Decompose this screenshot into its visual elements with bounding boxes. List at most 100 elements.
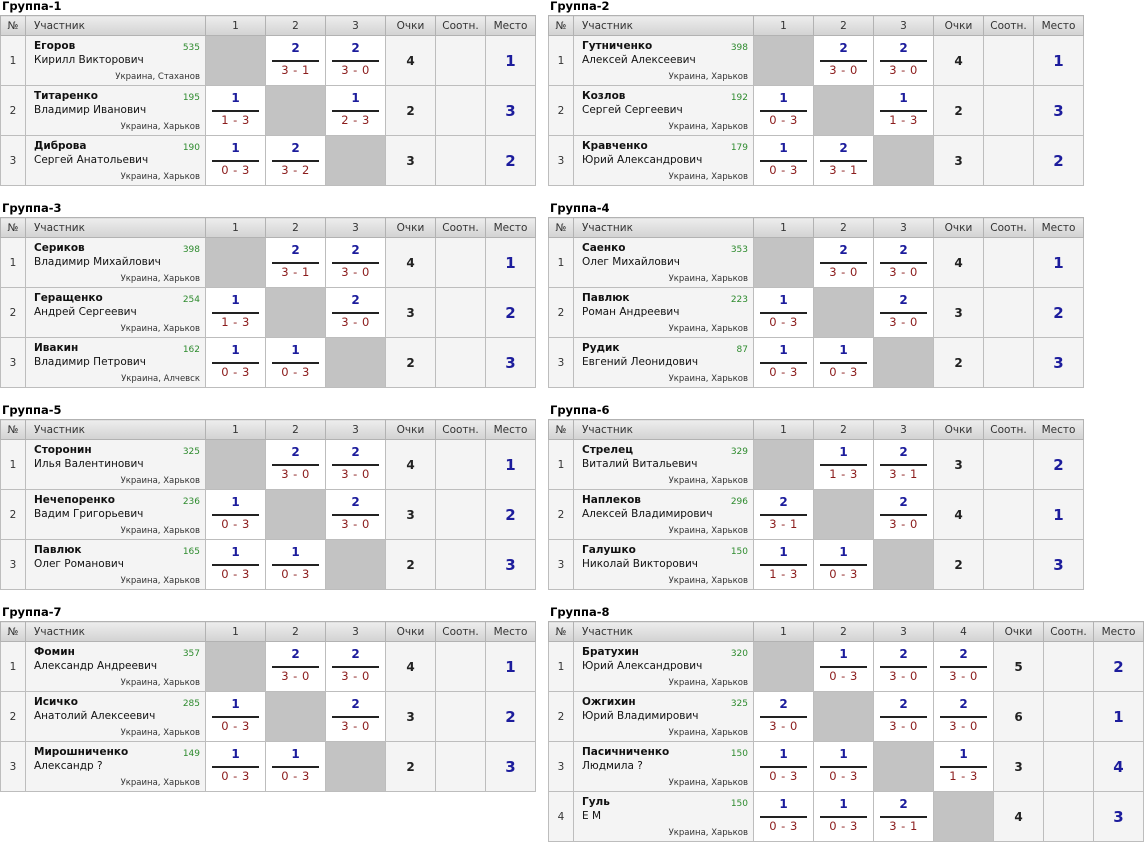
result-divider — [212, 362, 259, 364]
match-result-cell[interactable]: 1 0 - 3 — [205, 489, 266, 540]
player-row: 2 Наплеков 296 Алексей Владимирович Украина,… — [548, 489, 1084, 540]
player-surname[interactable]: Гутниченко — [582, 40, 653, 52]
player-surname[interactable]: Гуль — [582, 796, 610, 808]
match-result-cell[interactable]: 2 3 - 0 — [873, 35, 934, 86]
player-surname[interactable]: Галушко — [582, 544, 636, 556]
match-result-cell[interactable]: 1 0 - 3 — [265, 337, 326, 388]
player-surname[interactable]: Козлов — [582, 90, 626, 102]
match-result-cell[interactable]: 1 0 - 3 — [813, 741, 874, 792]
match-result-cell[interactable]: 2 3 - 1 — [873, 791, 934, 842]
player-surname[interactable]: Ивакин — [34, 342, 79, 354]
match-result-cell[interactable]: 2 3 - 0 — [813, 237, 874, 288]
match-result-cell[interactable]: 1 0 - 3 — [205, 135, 266, 186]
match-result-cell[interactable]: 2 3 - 0 — [325, 287, 386, 338]
match-result-cell[interactable]: 2 3 - 2 — [265, 135, 326, 186]
match-result-cell[interactable]: 1 0 - 3 — [753, 791, 814, 842]
match-result-cell[interactable]: 2 3 - 0 — [325, 691, 386, 742]
player-surname[interactable]: Братухин — [582, 646, 639, 658]
player-surname[interactable]: Павлюк — [582, 292, 630, 304]
header-points: Очки — [993, 621, 1044, 642]
match-result-cell[interactable]: 2 3 - 0 — [265, 439, 326, 490]
group-table: № Участник 1 2 3 Очки Соотн. Место 1 Саенко 353 Оле… — [548, 217, 1084, 388]
match-result-cell[interactable]: 2 3 - 1 — [265, 35, 326, 86]
match-score: 3 - 0 — [889, 517, 918, 531]
player-surname[interactable]: Кравченко — [582, 140, 648, 152]
player-surname[interactable]: Пасичниченко — [582, 746, 670, 758]
self-match-cell — [205, 439, 266, 490]
match-result-cell[interactable]: 1 2 - 3 — [325, 85, 386, 136]
header-opponent-2: 2 — [813, 419, 874, 440]
player-surname[interactable]: Диброва — [34, 140, 87, 152]
match-result-cell[interactable]: 2 3 - 1 — [813, 135, 874, 186]
match-result-cell[interactable]: 2 3 - 1 — [753, 489, 814, 540]
player-surname[interactable]: Рудик — [582, 342, 620, 354]
match-result-cell[interactable]: 1 0 - 3 — [265, 539, 326, 590]
player-surname[interactable]: Мирошниченко — [34, 746, 129, 758]
match-result-cell[interactable]: 2 3 - 0 — [873, 691, 934, 742]
match-result-cell[interactable]: 1 0 - 3 — [753, 741, 814, 792]
match-result-cell[interactable]: 1 0 - 3 — [753, 287, 814, 338]
player-surname[interactable]: Сериков — [34, 242, 85, 254]
match-result-cell[interactable]: 1 1 - 3 — [205, 85, 266, 136]
match-result-cell[interactable]: 1 0 - 3 — [205, 337, 266, 388]
match-result-cell[interactable]: 2 3 - 0 — [873, 641, 934, 692]
match-score: 3 - 1 — [769, 517, 798, 531]
player-surname[interactable]: Наплеков — [582, 494, 641, 506]
player-surname[interactable]: Геращенко — [34, 292, 103, 304]
match-score: 3 - 0 — [341, 517, 370, 531]
match-result-cell[interactable]: 1 1 - 3 — [205, 287, 266, 338]
match-result-cell[interactable]: 2 3 - 0 — [933, 691, 994, 742]
match-result-cell[interactable]: 2 3 - 0 — [325, 35, 386, 86]
match-result-cell[interactable]: 2 3 - 0 — [873, 237, 934, 288]
header-ratio: Соотн. — [435, 419, 486, 440]
player-points: 3 — [385, 691, 436, 742]
match-result-cell[interactable]: 2 3 - 1 — [265, 237, 326, 288]
player-points: 2 — [385, 539, 436, 590]
header-points: Очки — [933, 419, 984, 440]
player-ratio — [435, 135, 486, 186]
player-surname[interactable]: Титаренко — [34, 90, 98, 102]
match-result-cell[interactable]: 2 3 - 0 — [325, 439, 386, 490]
match-result-cell[interactable]: 2 3 - 1 — [873, 439, 934, 490]
match-points: 2 — [779, 495, 788, 509]
header-participant: Участник — [573, 15, 754, 36]
player-surname[interactable]: Саенко — [582, 242, 626, 254]
match-result-cell[interactable]: 1 1 - 3 — [933, 741, 994, 792]
match-points: 1 — [839, 445, 848, 459]
match-points: 1 — [779, 545, 788, 559]
match-result-cell[interactable]: 1 1 - 3 — [753, 539, 814, 590]
match-result-cell[interactable]: 1 0 - 3 — [813, 337, 874, 388]
match-result-cell[interactable]: 2 3 - 0 — [873, 489, 934, 540]
match-result-cell[interactable]: 1 0 - 3 — [265, 741, 326, 792]
player-surname[interactable]: Ожгихин — [582, 696, 636, 708]
player-surname[interactable]: Павлюк — [34, 544, 82, 556]
match-result-cell[interactable]: 2 3 - 0 — [813, 35, 874, 86]
match-result-cell[interactable]: 1 0 - 3 — [753, 337, 814, 388]
match-result-cell[interactable]: 1 0 - 3 — [205, 741, 266, 792]
match-result-cell[interactable]: 1 1 - 3 — [813, 439, 874, 490]
match-result-cell[interactable]: 1 0 - 3 — [813, 539, 874, 590]
player-surname[interactable]: Егоров — [34, 40, 76, 52]
match-result-cell[interactable]: 2 3 - 0 — [325, 237, 386, 288]
match-result-cell[interactable]: 1 0 - 3 — [813, 641, 874, 692]
match-result-cell[interactable]: 1 0 - 3 — [753, 85, 814, 136]
player-surname[interactable]: Фомин — [34, 646, 75, 658]
player-surname[interactable]: Исичко — [34, 696, 78, 708]
match-result-cell[interactable]: 1 0 - 3 — [205, 539, 266, 590]
match-result-cell[interactable]: 1 0 - 3 — [753, 135, 814, 186]
match-result-cell[interactable]: 1 0 - 3 — [813, 791, 874, 842]
match-result-cell[interactable]: 1 0 - 3 — [205, 691, 266, 742]
match-result-cell[interactable]: 2 3 - 0 — [933, 641, 994, 692]
match-score: 3 - 0 — [889, 669, 918, 683]
match-result-cell[interactable]: 1 1 - 3 — [873, 85, 934, 136]
match-result-cell[interactable]: 2 3 - 0 — [265, 641, 326, 692]
player-surname[interactable]: Сторонин — [34, 444, 92, 456]
player-surname[interactable]: Нечепоренко — [34, 494, 115, 506]
match-result-cell[interactable]: 2 3 - 0 — [325, 489, 386, 540]
match-result-cell[interactable]: 2 3 - 0 — [873, 287, 934, 338]
match-result-cell[interactable]: 2 3 - 0 — [753, 691, 814, 742]
player-surname[interactable]: Стрелец — [582, 444, 634, 456]
group-8: Группа-8 № Участник 1 2 3 4 Очки Соотн. Место 1 Бра… — [548, 606, 1144, 842]
match-result-cell[interactable]: 2 3 - 0 — [325, 641, 386, 692]
match-points: 1 — [351, 91, 360, 105]
